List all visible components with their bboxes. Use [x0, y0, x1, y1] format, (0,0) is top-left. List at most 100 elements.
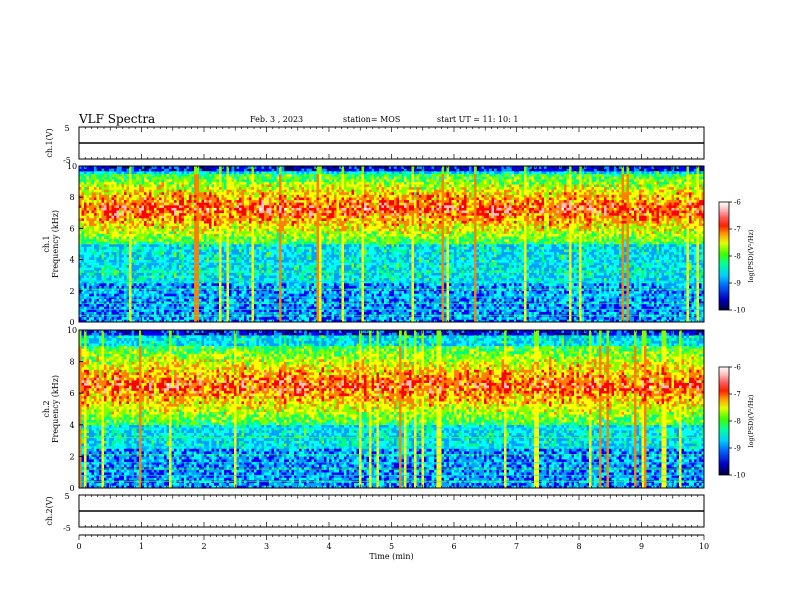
spectrogram-cell: [99, 208, 102, 211]
spectrogram-cell: [282, 171, 285, 174]
spectrogram-cell: [229, 296, 232, 299]
spectrogram-cell: [134, 228, 137, 231]
spectrogram-cell: [249, 260, 252, 263]
spectrogram-cell: [129, 317, 132, 320]
spectrogram-cell: [204, 239, 207, 242]
spectrogram-cell: [149, 306, 152, 309]
spectrogram-cell: [184, 306, 187, 309]
spectrogram-cell: [132, 288, 135, 291]
spectrogram-cell: [167, 257, 170, 260]
spectrogram-cell: [104, 249, 107, 252]
spectrogram-cell: [237, 286, 240, 289]
spectrogram-cell: [239, 210, 242, 213]
spectrogram-cell: [179, 267, 182, 270]
spectrogram-cell: [257, 236, 260, 239]
spectrogram-cell: [94, 189, 97, 192]
spectrogram-cell: [212, 171, 215, 174]
spectrogram-cell: [169, 296, 172, 299]
spectrogram-cell: [114, 205, 117, 208]
spectrogram-cell: [167, 171, 170, 174]
spectrogram-cell: [107, 213, 110, 216]
spectrogram-cell: [92, 202, 95, 205]
spectrogram-cell: [282, 228, 285, 231]
spectrogram-cell: [147, 189, 150, 192]
spectrogram-cell: [257, 299, 260, 302]
spectrogram-cell: [184, 169, 187, 172]
spectrogram-cell: [187, 228, 190, 231]
spectrogram-cell: [149, 200, 152, 203]
spectrogram-cell: [237, 228, 240, 231]
spectrogram-cell: [122, 208, 125, 211]
spectrogram-cell: [119, 304, 122, 307]
spectrogram-cell: [282, 169, 285, 172]
spectrogram-cell: [244, 260, 247, 263]
spectrogram-cell: [234, 208, 237, 211]
spectrogram-cell: [92, 215, 95, 218]
spectrogram-cell: [209, 223, 212, 226]
spectrogram-cell: [177, 265, 180, 268]
spectrogram-cell: [177, 176, 180, 179]
spectrogram-cell: [219, 197, 222, 200]
spectrogram-cell: [82, 241, 85, 244]
spectrogram-cell: [89, 218, 92, 221]
spectrogram-cell: [264, 189, 267, 192]
spectrogram-cell: [262, 213, 265, 216]
spectrogram-cell: [282, 312, 285, 315]
spectrogram-cell: [142, 286, 145, 289]
spectrogram-cell: [154, 265, 157, 268]
spectrogram-cell: [199, 200, 202, 203]
spectrogram-cell: [137, 317, 140, 320]
spectrogram-cell: [199, 205, 202, 208]
spectrogram-cell: [132, 254, 135, 257]
spectrogram-cell: [207, 257, 210, 260]
spectrogram-cell: [222, 231, 225, 234]
spectrogram-cell: [129, 280, 132, 283]
spectrogram-cell: [109, 257, 112, 260]
spectrogram-cell: [104, 273, 107, 276]
spectrogram-cell: [89, 249, 92, 252]
spectrogram-cell: [242, 179, 245, 182]
spectrogram-cell: [157, 210, 160, 213]
spectrogram-cell: [184, 182, 187, 185]
spectrogram-cell: [119, 267, 122, 270]
spectrogram-cell: [192, 200, 195, 203]
spectrogram-cell: [142, 210, 145, 213]
spectrogram-cell: [139, 179, 142, 182]
spectrogram-cell: [234, 223, 237, 226]
spectrogram-cell: [239, 286, 242, 289]
spectrogram-cell: [177, 189, 180, 192]
spectrogram-cell: [219, 299, 222, 302]
spectrogram-cell: [242, 247, 245, 250]
spectrogram-cell: [287, 278, 290, 281]
spectrogram-cell: [147, 236, 150, 239]
spectrogram-cell: [179, 241, 182, 244]
spectrogram-cell: [172, 171, 175, 174]
spectrogram-cell: [244, 234, 247, 237]
spectrogram-cell: [207, 291, 210, 294]
spectrogram-cell: [102, 171, 105, 174]
spectrogram-cell: [149, 234, 152, 237]
spectrogram-cell: [162, 317, 165, 320]
spectrogram-cell: [149, 291, 152, 294]
spectrogram-cell: [197, 283, 200, 286]
spectrogram-cell: [99, 306, 102, 309]
spectrogram-cell: [244, 184, 247, 187]
spectrogram-cell: [247, 257, 250, 260]
spectrogram-cell: [274, 304, 277, 307]
spectrogram-cell: [187, 231, 190, 234]
spectrogram-cell: [274, 244, 277, 247]
spectrogram-cell: [287, 197, 290, 200]
spectrogram-cell: [112, 283, 115, 286]
spectrogram-cell: [254, 239, 257, 242]
spectrogram-cell: [234, 221, 237, 224]
spectrogram-cell: [174, 213, 177, 216]
spectrogram-cell: [257, 286, 260, 289]
spectrogram-cell: [257, 192, 260, 195]
spectrogram-cell: [179, 197, 182, 200]
spectrogram-cell: [264, 299, 267, 302]
spectrogram-cell: [239, 192, 242, 195]
spectrogram-cell: [92, 299, 95, 302]
spectrogram-cell: [209, 226, 212, 229]
spectrogram-cell: [267, 176, 270, 179]
spectrogram-cell: [134, 187, 137, 190]
